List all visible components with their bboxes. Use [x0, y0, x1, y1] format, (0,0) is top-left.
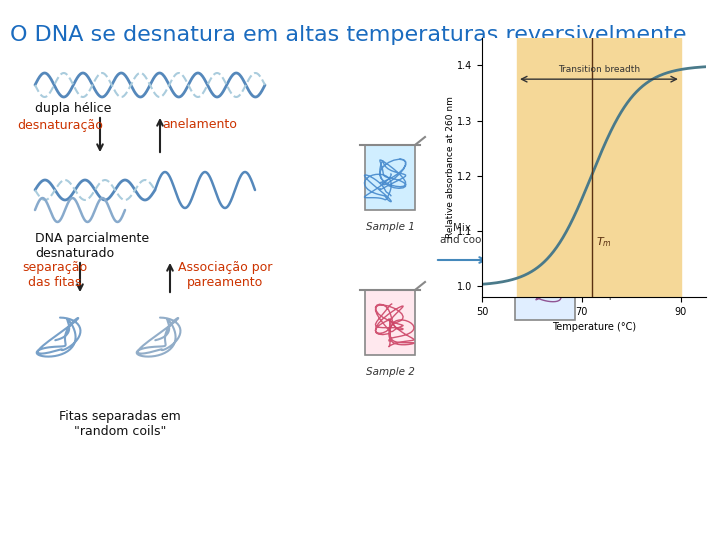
- Text: Duplex of
sample 1: Duplex of sample 1: [590, 235, 634, 255]
- Text: $T_m$: $T_m$: [596, 235, 612, 249]
- FancyBboxPatch shape: [365, 145, 415, 210]
- Text: Sample 1: Sample 1: [366, 222, 415, 232]
- Text: separação
das fitas: separação das fitas: [22, 261, 88, 289]
- Text: Associação por
pareamento: Associação por pareamento: [178, 261, 272, 289]
- Text: Mix
and cool: Mix and cool: [440, 224, 484, 245]
- FancyBboxPatch shape: [515, 240, 575, 320]
- Text: Duplex of
sample 2: Duplex of sample 2: [590, 280, 634, 300]
- Text: anelamento: anelamento: [163, 118, 238, 132]
- Text: Transition breadth: Transition breadth: [558, 65, 640, 73]
- Y-axis label: Relative absorbance at 260 nm: Relative absorbance at 260 nm: [446, 97, 454, 238]
- Text: desnaturação: desnaturação: [17, 118, 103, 132]
- Text: dupla hélice: dupla hélice: [35, 102, 112, 115]
- Text: DNA parcialmente
desnaturado: DNA parcialmente desnaturado: [35, 232, 149, 260]
- X-axis label: Temperature (°C): Temperature (°C): [552, 322, 636, 332]
- Bar: [517, 38, 681, 297]
- Text: Fitas separadas em
"random coils": Fitas separadas em "random coils": [59, 410, 181, 438]
- FancyBboxPatch shape: [365, 290, 415, 355]
- Text: Hybrid-
duplex: Hybrid- duplex: [590, 260, 624, 280]
- Text: O DNA se desnatura em altas temperaturas reversivelmente: O DNA se desnatura em altas temperaturas…: [10, 25, 686, 45]
- Text: Sample 2: Sample 2: [366, 367, 415, 377]
